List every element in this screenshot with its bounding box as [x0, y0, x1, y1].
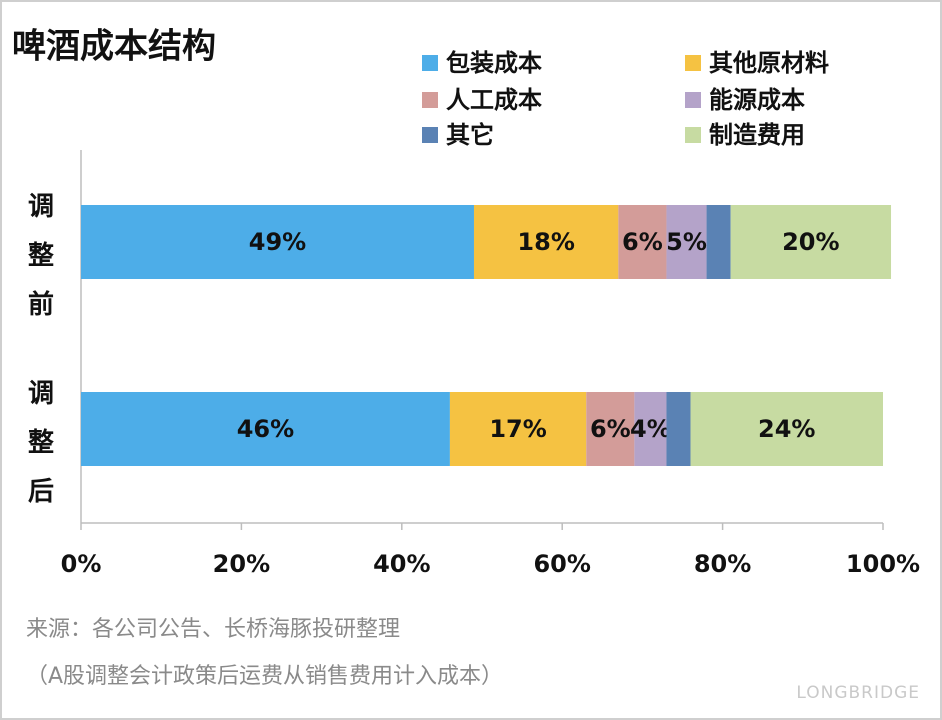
bar-segment	[81, 205, 474, 279]
data-label: 49%	[249, 228, 306, 256]
data-label: 18%	[517, 228, 574, 256]
legend-swatch	[422, 92, 438, 108]
legend-label: 其它	[446, 121, 494, 149]
legend-swatch	[422, 127, 438, 143]
data-label: 5%	[666, 228, 707, 256]
data-label: 4%	[630, 415, 671, 443]
legend-label: 其他原材料	[709, 49, 829, 77]
bar-segment	[666, 205, 707, 279]
legend-swatch	[685, 92, 701, 108]
x-tick-label: 80%	[694, 550, 751, 578]
data-label: 17%	[489, 415, 546, 443]
legend-swatch	[685, 127, 701, 143]
x-tick-label: 20%	[213, 550, 270, 578]
legend-swatch	[685, 55, 701, 71]
data-label: 46%	[237, 415, 294, 443]
bar-segment	[634, 392, 667, 466]
legend-label: 能源成本	[709, 86, 805, 114]
bar-segment	[81, 392, 450, 466]
x-tick-label: 40%	[373, 550, 430, 578]
note: （A股调整会计政策后运费从销售费用计入成本）	[26, 664, 503, 689]
data-label: 6%	[590, 415, 631, 443]
category-label: 调整后	[24, 379, 54, 526]
data-label: 20%	[782, 228, 839, 256]
source: 来源：各公司公告、长桥海豚投研整理	[26, 617, 400, 642]
bar-segment	[618, 205, 667, 279]
legend-swatch	[422, 55, 438, 71]
data-label: 24%	[758, 415, 815, 443]
x-tick-label: 100%	[846, 550, 920, 578]
legend-label: 人工成本	[446, 86, 542, 114]
legend-label: 包装成本	[446, 49, 542, 77]
data-label: 6%	[622, 228, 663, 256]
x-tick-label: 60%	[533, 550, 590, 578]
legend-label: 制造费用	[709, 121, 805, 149]
chart-title: 啤酒成本结构	[12, 27, 216, 67]
watermark: LONGBRIDGE	[796, 683, 920, 703]
bar-segment	[473, 205, 619, 279]
bar-segment	[730, 205, 892, 279]
bar-segment	[666, 392, 691, 466]
category-label: 调整前	[24, 192, 54, 339]
x-tick-label: 0%	[61, 550, 102, 578]
bar-segment	[690, 392, 883, 466]
bar-segment	[706, 205, 731, 279]
bar-segment	[586, 392, 635, 466]
bar-segment	[449, 392, 587, 466]
